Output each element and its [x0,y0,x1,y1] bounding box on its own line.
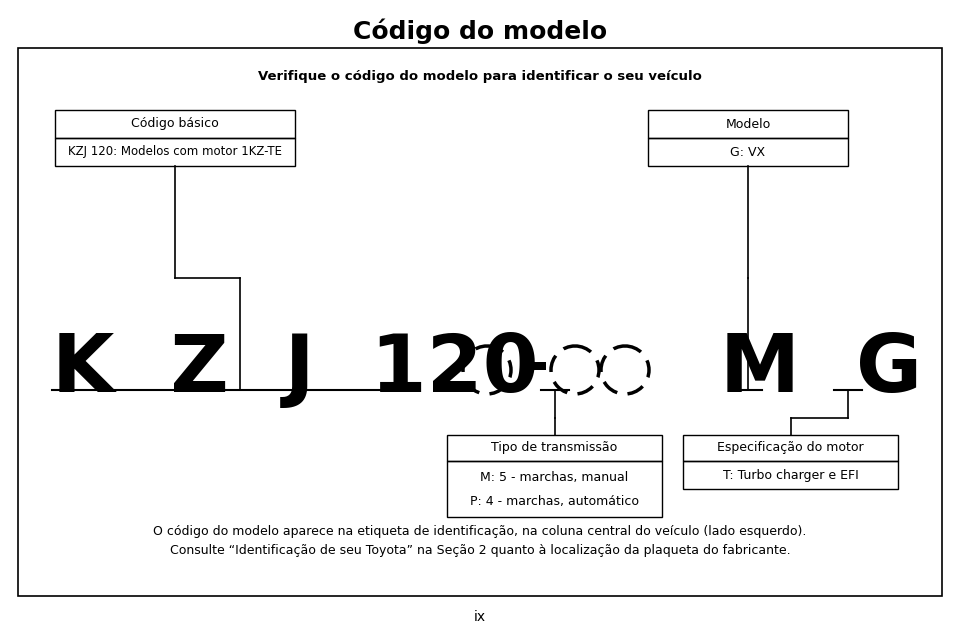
Text: M: 5 - marchas, manual: M: 5 - marchas, manual [480,470,629,484]
Text: Código básico: Código básico [132,117,219,131]
Text: O código do modelo aparece na etiqueta de identificação, na coluna central do ve: O código do modelo aparece na etiqueta d… [154,525,806,538]
Text: Tipo de transmissão: Tipo de transmissão [492,441,617,455]
Text: T: Turbo charger e EFI: T: Turbo charger e EFI [723,469,858,481]
Text: G: VX: G: VX [731,145,765,158]
Text: P: 4 - marchas, automático: P: 4 - marchas, automático [470,495,639,507]
Text: -: - [525,337,549,394]
Text: Modelo: Modelo [726,117,771,131]
Text: KZJ 120: Modelos com motor 1KZ-TE: KZJ 120: Modelos com motor 1KZ-TE [68,145,282,158]
Text: Consulte “Identificação de seu Toyota” na Seção 2 quanto à localização da plaque: Consulte “Identificação de seu Toyota” n… [170,544,790,557]
Text: Especificação do motor: Especificação do motor [717,441,864,455]
Text: Verifique o código do modelo para identificar o seu veículo: Verifique o código do modelo para identi… [258,70,702,83]
Text: ix: ix [474,610,486,624]
Text: Código do modelo: Código do modelo [353,18,607,44]
Text: M  G  T: M G T [720,331,960,409]
Text: K  Z  J  120: K Z J 120 [52,331,539,409]
